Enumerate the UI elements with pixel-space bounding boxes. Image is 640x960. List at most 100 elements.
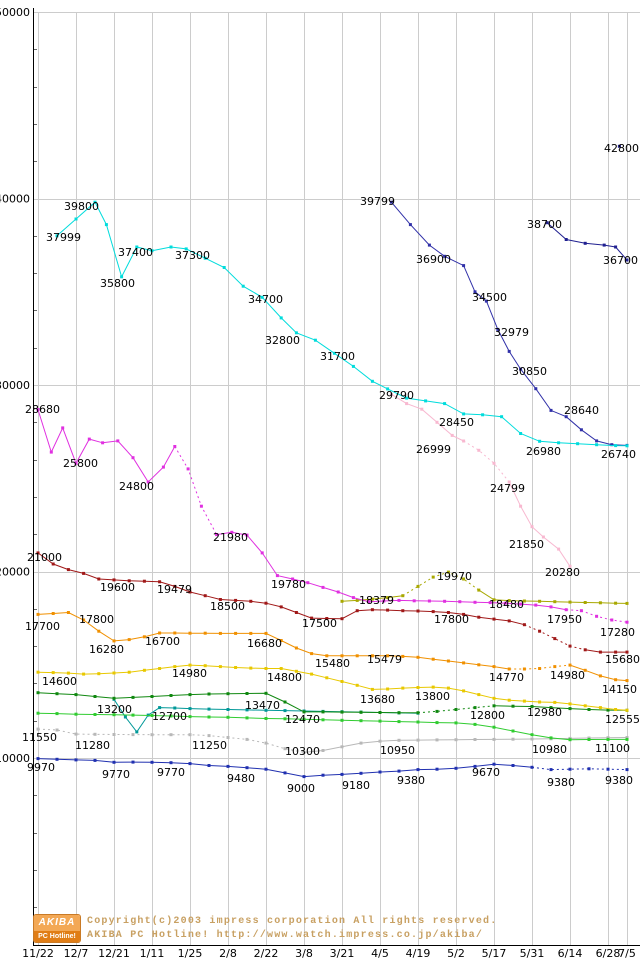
- svg-text:16680: 16680: [247, 637, 282, 650]
- svg-text:39800: 39800: [64, 200, 99, 213]
- svg-text:17950: 17950: [547, 613, 582, 626]
- svg-text:9770: 9770: [157, 766, 185, 779]
- svg-text:12470: 12470: [285, 713, 320, 726]
- svg-text:37400: 37400: [118, 246, 153, 259]
- series-blue-markers: [36, 757, 629, 779]
- svg-text:32800: 32800: [265, 334, 300, 347]
- svg-text:25800: 25800: [63, 457, 98, 470]
- svg-text:34700: 34700: [248, 293, 283, 306]
- svg-text:12/7: 12/7: [64, 947, 89, 960]
- series-orange-markers: [36, 611, 629, 683]
- svg-text:9000: 9000: [287, 782, 315, 795]
- svg-text:14800: 14800: [267, 671, 302, 684]
- svg-text:37300: 37300: [175, 249, 210, 262]
- svg-text:31700: 31700: [320, 350, 355, 363]
- svg-text:24799: 24799: [490, 482, 525, 495]
- svg-text:36700: 36700: [603, 254, 638, 267]
- svg-text:19970: 19970: [437, 570, 472, 583]
- svg-text:13680: 13680: [360, 693, 395, 706]
- series-navy_point-markers: [617, 144, 621, 148]
- svg-text:7/5: 7/5: [618, 947, 636, 960]
- svg-text:14980: 14980: [550, 669, 585, 682]
- svg-text:28640: 28640: [564, 404, 599, 417]
- series-orange: [36, 611, 629, 683]
- series-navy_b: [545, 221, 629, 262]
- series-cyan-markers: [55, 200, 629, 448]
- svg-text:10980: 10980: [532, 743, 567, 756]
- series-gray: [36, 727, 629, 754]
- series-pink-markers: [389, 392, 572, 568]
- svg-text:13470: 13470: [245, 699, 280, 712]
- svg-text:11/22: 11/22: [22, 947, 54, 960]
- akiba-pc-hotline-logo: AKIBA PC Hotline!: [33, 914, 81, 943]
- svg-text:35800: 35800: [100, 277, 135, 290]
- series-green_bright-markers: [36, 711, 629, 742]
- svg-text:9770: 9770: [102, 768, 130, 781]
- svg-text:40000: 40000: [0, 193, 30, 206]
- svg-text:2/22: 2/22: [254, 947, 279, 960]
- svg-text:1/25: 1/25: [178, 947, 203, 960]
- svg-text:9480: 9480: [227, 772, 255, 785]
- svg-text:9970: 9970: [27, 761, 55, 774]
- series-navy_point: [617, 144, 621, 148]
- svg-text:14770: 14770: [489, 671, 524, 684]
- series-gray-markers: [36, 727, 629, 754]
- svg-text:20280: 20280: [545, 566, 580, 579]
- svg-text:37999: 37999: [46, 231, 81, 244]
- svg-text:28680: 28680: [25, 403, 60, 416]
- svg-text:5/2: 5/2: [447, 947, 465, 960]
- svg-text:9670: 9670: [472, 766, 500, 779]
- svg-text:12800: 12800: [470, 709, 505, 722]
- svg-text:26980: 26980: [526, 445, 561, 458]
- series-olive: [340, 570, 629, 605]
- url-line: AKIBA PC Hotline! http://www.watch.impre…: [87, 929, 484, 941]
- series-magenta-markers: [36, 408, 629, 624]
- svg-text:17800: 17800: [434, 613, 469, 626]
- svg-text:15480: 15480: [315, 657, 350, 670]
- logo-akiba-text: AKIBA: [34, 915, 80, 931]
- footer-credit: AKIBA PC Hotline! Copyright(c)2003 impre…: [33, 914, 497, 943]
- svg-text:13800: 13800: [415, 690, 450, 703]
- svg-text:26999: 26999: [416, 443, 451, 456]
- svg-text:17700: 17700: [25, 620, 60, 633]
- svg-text:28450: 28450: [439, 416, 474, 429]
- svg-text:6/14: 6/14: [558, 947, 583, 960]
- svg-text:9380: 9380: [397, 774, 425, 787]
- svg-text:19479: 19479: [157, 583, 192, 596]
- svg-text:9380: 9380: [605, 774, 633, 787]
- x-axis-labels: 11/22 12/7 12/21 1/11 1/25 2/8 2/22 3/8 3/21 4/5 4…: [22, 947, 636, 960]
- svg-text:29790: 29790: [379, 389, 414, 402]
- svg-text:21980: 21980: [213, 531, 248, 544]
- svg-text:11550: 11550: [22, 731, 57, 744]
- svg-text:1/11: 1/11: [140, 947, 165, 960]
- series-maroon: [36, 551, 629, 654]
- series-navy_b-markers: [545, 221, 629, 262]
- svg-text:2/8: 2/8: [219, 947, 237, 960]
- svg-text:42800: 42800: [604, 142, 639, 155]
- svg-text:30000: 30000: [0, 379, 30, 392]
- svg-text:36900: 36900: [416, 253, 451, 266]
- svg-text:21850: 21850: [509, 538, 544, 551]
- svg-text:18480: 18480: [489, 598, 524, 611]
- svg-text:14150: 14150: [602, 683, 637, 696]
- svg-text:19600: 19600: [100, 581, 135, 594]
- svg-text:17280: 17280: [600, 626, 635, 639]
- svg-text:15479: 15479: [367, 653, 402, 666]
- svg-text:5/17: 5/17: [482, 947, 507, 960]
- svg-text:39799: 39799: [360, 195, 395, 208]
- svg-text:12980: 12980: [527, 706, 562, 719]
- y-axis-labels: 10000 20000 30000 40000 50000: [0, 6, 30, 765]
- credit-text-block: Copyright(c)2003 impress corporation All…: [87, 915, 497, 943]
- svg-text:6/28: 6/28: [596, 947, 621, 960]
- series-pink: [389, 392, 572, 568]
- svg-text:12555: 12555: [605, 713, 640, 726]
- svg-text:5/31: 5/31: [520, 947, 545, 960]
- svg-text:50000: 50000: [0, 6, 30, 19]
- series-yellow: [36, 663, 629, 712]
- svg-text:3/8: 3/8: [295, 947, 313, 960]
- series-magenta: [36, 408, 629, 624]
- svg-text:20000: 20000: [0, 566, 30, 579]
- svg-text:12/21: 12/21: [98, 947, 130, 960]
- svg-text:24800: 24800: [119, 480, 154, 493]
